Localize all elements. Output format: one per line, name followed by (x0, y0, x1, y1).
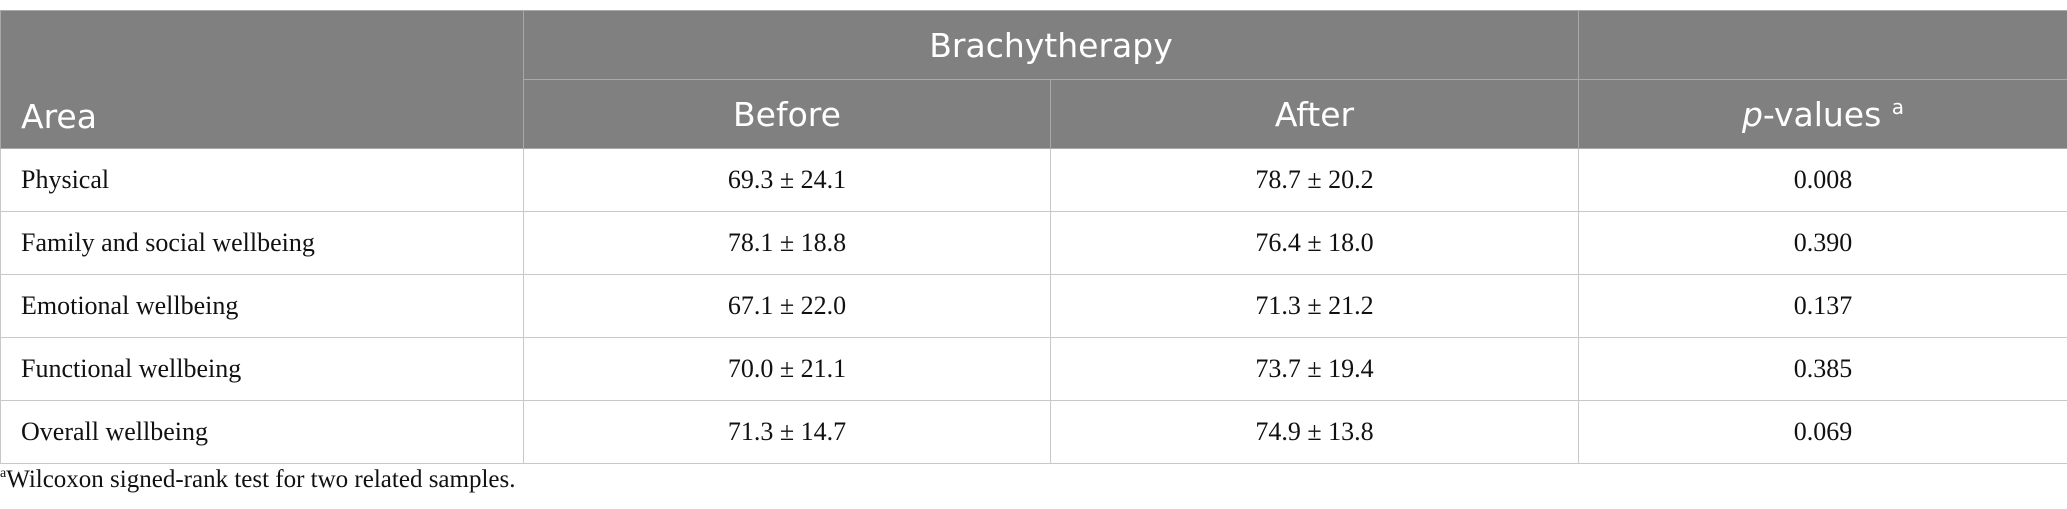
header-text: -values (1762, 94, 1882, 134)
column-header: After (1049, 79, 1580, 149)
row-label: Physical (0, 148, 524, 212)
cell: 74.9 ± 13.8 (1049, 400, 1580, 464)
results-table: Area Brachytherapy Before After p-values… (0, 10, 2067, 464)
cell: 76.4 ± 18.0 (1049, 211, 1580, 275)
cell: 67.1 ± 22.0 (523, 274, 1051, 338)
cell: 78.7 ± 20.2 (1049, 148, 1580, 212)
note-mark: a (1891, 94, 1905, 119)
cell: 73.7 ± 19.4 (1049, 337, 1580, 401)
row-label: Emotional wellbeing (0, 274, 524, 338)
header-cell (1578, 10, 2067, 80)
cell: 0.008 (1578, 148, 2067, 212)
cell: 78.1 ± 18.8 (523, 211, 1051, 275)
cell: 70.0 ± 21.1 (523, 337, 1051, 401)
column-header: Before (523, 79, 1051, 149)
cell: 69.3 ± 24.1 (523, 148, 1051, 212)
cell: 71.3 ± 14.7 (523, 400, 1051, 464)
note-mark: a (0, 466, 7, 481)
cell: 0.069 (1578, 400, 2067, 464)
italic-p: p (1741, 94, 1763, 134)
cell: 71.3 ± 21.2 (1049, 274, 1580, 338)
header-row: Before After p-values a (1, 79, 2067, 149)
cell: 0.385 (1578, 337, 2067, 401)
footnote: aWilcoxon signed-rank test for two relat… (0, 466, 515, 494)
row-label: Overall wellbeing (0, 400, 524, 464)
cell: 0.137 (1578, 274, 2067, 338)
table-row: Overall wellbeing 71.3 ± 14.7 74.9 ± 13.8 0… (0, 400, 2067, 464)
table-row: Functional wellbeing 70.0 ± 21.1 73.7 ± 19… (0, 337, 2067, 401)
row-label: Functional wellbeing (0, 337, 524, 401)
row-label: Family and social wellbeing (0, 211, 524, 275)
table-row: Emotional wellbeing 67.1 ± 22.0 71.3 ± 21.… (0, 274, 2067, 338)
footnote-text: Wilcoxon signed-rank test for two relate… (6, 466, 516, 493)
table-body: Physical 69.3 ± 24.1 78.7 ± 20.2 0.008 Famil… (0, 148, 2067, 464)
column-header: Area (0, 10, 524, 149)
group-header: Brachytherapy (522, 10, 1580, 80)
cell: 0.390 (1578, 211, 2067, 275)
table-row: Family and social wellbeing 78.1 ± 18.8 76… (0, 211, 2067, 275)
column-header: p-values a (1578, 79, 2067, 149)
table-row: Physical 69.3 ± 24.1 78.7 ± 20.2 0.008 (0, 148, 2067, 212)
header-row: Area Brachytherapy (0, 10, 2067, 149)
